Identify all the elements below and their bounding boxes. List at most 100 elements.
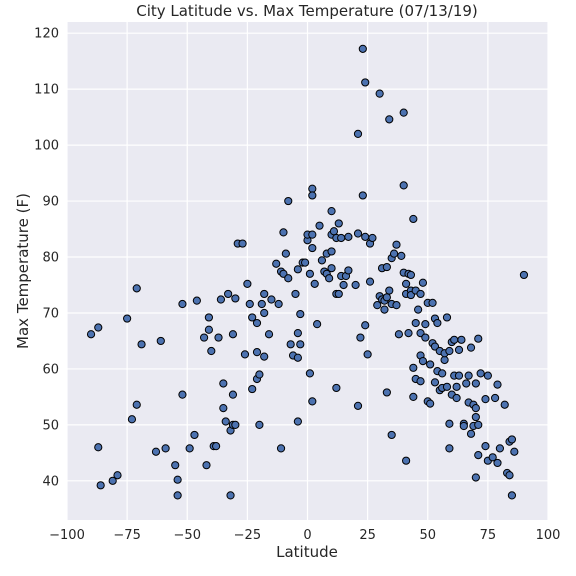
data-point — [452, 393, 461, 403]
y-tick-label: 120 — [34, 27, 59, 42]
data-point — [416, 289, 425, 299]
data-point — [310, 279, 319, 288]
data-point — [284, 196, 293, 206]
data-point — [231, 294, 240, 303]
data-points — [86, 44, 529, 500]
data-point — [308, 191, 317, 200]
data-point — [267, 295, 276, 304]
data-point — [255, 420, 264, 429]
data-point — [296, 340, 305, 349]
data-point — [325, 274, 334, 283]
y-axis-label: Max Temperature (F) — [14, 193, 32, 349]
y-tick-label: 100 — [34, 139, 59, 154]
data-point — [224, 289, 233, 299]
data-point — [409, 363, 418, 372]
x-axis-label: Latitude — [276, 543, 338, 561]
data-point — [86, 330, 96, 339]
data-point — [426, 360, 435, 369]
data-point — [337, 233, 346, 243]
data-point — [308, 230, 317, 239]
data-point — [339, 280, 348, 290]
data-point — [505, 471, 514, 480]
data-point — [445, 419, 454, 428]
data-point — [452, 382, 461, 391]
x-tick-label: −75 — [113, 528, 140, 543]
x-tick-label: −25 — [234, 528, 261, 543]
data-point — [358, 191, 367, 200]
data-point — [171, 461, 180, 470]
data-point — [219, 403, 228, 413]
data-point — [216, 295, 226, 304]
data-point — [329, 227, 339, 236]
data-point — [245, 299, 254, 309]
data-point — [488, 453, 497, 462]
data-point — [293, 265, 302, 274]
y-tick-label: 40 — [42, 474, 59, 489]
data-point — [414, 305, 423, 314]
data-point — [252, 348, 262, 357]
data-point — [457, 335, 466, 344]
data-point — [293, 353, 302, 362]
data-point — [353, 229, 363, 238]
data-point — [353, 129, 363, 139]
y-tick-label: 50 — [42, 418, 59, 433]
data-point — [226, 491, 235, 500]
data-point — [252, 318, 262, 328]
data-point — [385, 286, 394, 295]
y-tick-label: 80 — [42, 251, 59, 266]
data-point — [132, 400, 141, 409]
data-point — [476, 369, 485, 378]
data-point — [353, 401, 363, 410]
data-point — [219, 379, 228, 388]
data-point — [334, 219, 343, 228]
data-point — [207, 346, 216, 356]
data-point — [108, 476, 117, 485]
data-point — [450, 335, 459, 344]
data-point — [199, 333, 209, 342]
data-point — [231, 420, 240, 429]
x-tick-label: 0 — [303, 528, 311, 543]
data-point — [313, 320, 322, 329]
data-point — [394, 330, 403, 339]
data-point — [238, 239, 247, 248]
data-point — [274, 299, 283, 309]
data-point — [264, 330, 274, 339]
data-point — [500, 400, 509, 409]
data-point — [438, 369, 447, 378]
data-point — [481, 442, 490, 451]
data-point — [454, 345, 464, 354]
data-point — [418, 356, 428, 366]
data-point — [361, 321, 370, 330]
data-point — [409, 214, 418, 224]
data-point — [190, 430, 199, 440]
data-point — [375, 89, 384, 98]
data-point — [442, 313, 452, 322]
data-point — [373, 301, 382, 310]
data-point — [392, 240, 401, 249]
data-point — [248, 384, 257, 394]
data-point — [192, 296, 201, 305]
x-tick-label: −50 — [174, 528, 201, 543]
x-tick-label: 25 — [359, 528, 376, 543]
data-point — [418, 278, 428, 287]
data-point — [507, 435, 517, 444]
data-point — [281, 249, 290, 258]
x-tick-label: 50 — [419, 528, 436, 543]
data-point — [284, 274, 293, 283]
data-point — [202, 461, 211, 470]
data-point — [260, 308, 269, 318]
data-point — [214, 333, 223, 342]
data-point — [361, 232, 370, 241]
data-point — [440, 355, 449, 365]
data-point — [471, 473, 480, 482]
data-point — [94, 323, 103, 332]
data-point — [137, 340, 146, 349]
data-point — [409, 392, 418, 401]
data-point — [445, 346, 454, 356]
data-point — [382, 293, 391, 302]
data-point — [300, 258, 310, 267]
data-point — [406, 270, 416, 280]
data-point — [293, 417, 302, 426]
x-tick-label: 75 — [480, 528, 497, 543]
